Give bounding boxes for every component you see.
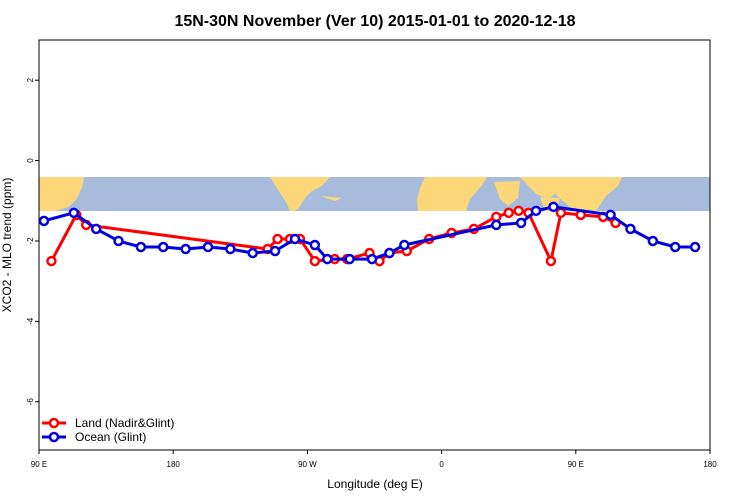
x-tick-label-4: 90 E [568, 460, 584, 469]
series-1-point-23 [625, 223, 636, 235]
plot-frame [38, 39, 711, 451]
series-1-point-20 [530, 205, 542, 217]
x-tick-label-0: 90 E [31, 460, 47, 469]
x-axis: 90 E 180 90 W 0 90 E 180 [31, 450, 717, 469]
series-1-point-3 [113, 235, 124, 247]
series-1-point-12 [309, 239, 321, 251]
series-1-point-13 [322, 253, 333, 265]
land-africa [417, 177, 487, 211]
land-cuba [320, 196, 342, 201]
y-tick-label-1: 0 [26, 158, 35, 163]
series-1-point-15 [366, 253, 378, 265]
series-1-point-10 [269, 245, 281, 257]
y-tick-label-2: -2 [26, 237, 35, 245]
series-1-point-19 [515, 217, 527, 229]
series-1 [39, 201, 701, 265]
series-0-point-21 [545, 255, 557, 267]
series-1-point-14 [344, 253, 355, 265]
series-1-point-21 [548, 201, 559, 213]
y-tick-label-0: 2 [26, 77, 35, 82]
series-1-point-16 [384, 247, 395, 259]
legend-marker-0 [48, 417, 60, 429]
legend-label-1: Ocean (Glint) [75, 430, 146, 444]
land-asia-west [39, 177, 84, 211]
series-1-point-24 [647, 235, 659, 247]
series-0-point-4 [272, 233, 283, 245]
series-1-point-8 [225, 243, 236, 255]
series-0-point-0 [46, 255, 57, 267]
x-axis-label: Longitude (deg E) [327, 477, 422, 491]
y-tick-label-3: -4 [26, 317, 35, 325]
legend-marker-1 [48, 431, 60, 443]
series-1-point-17 [399, 239, 410, 251]
legend-label-0: Land (Nadir&Glint) [75, 416, 174, 430]
x-tick-label-5: 180 [703, 460, 717, 469]
series-0-point-18 [503, 207, 514, 219]
map-land [39, 177, 622, 211]
y-axis: 2 0 -2 -4 -6 [26, 77, 39, 405]
series-1-point-26 [689, 241, 701, 253]
series-line-0 [50, 209, 617, 263]
series-1-point-9 [247, 247, 258, 259]
y-tick-label-4: -6 [26, 398, 35, 406]
land-asia-east [520, 177, 622, 211]
land-arabia [494, 181, 520, 206]
world-map-band [39, 177, 710, 211]
series-1-point-18 [491, 219, 502, 231]
land-north-america [270, 177, 330, 211]
series-1-point-0 [39, 215, 50, 227]
series-1-point-25 [669, 241, 681, 253]
legend: Land (Nadir&Glint)Ocean (Glint) [42, 416, 174, 444]
y-axis-label: XCO2 - MLO trend (ppm) [0, 178, 14, 313]
series-1-point-6 [180, 243, 191, 255]
series-0 [46, 205, 621, 267]
series-0-point-7 [309, 255, 321, 267]
series-0-point-19 [513, 205, 524, 217]
series-layer [39, 201, 701, 267]
series-1-point-1 [68, 207, 80, 219]
chart-title: 15N-30N November (Ver 10) 2015-01-01 to … [174, 13, 575, 30]
x-tick-label-1: 180 [167, 460, 181, 469]
series-0-point-22 [555, 207, 567, 219]
x-tick-label-2: 90 W [298, 460, 317, 469]
x-tick-label-3: 0 [439, 460, 444, 469]
series-1-point-4 [135, 241, 147, 253]
series-1-point-5 [158, 241, 169, 253]
series-1-point-11 [289, 233, 301, 245]
series-1-point-7 [202, 241, 214, 253]
series-1-point-22 [605, 209, 616, 221]
series-1-point-2 [90, 223, 102, 235]
